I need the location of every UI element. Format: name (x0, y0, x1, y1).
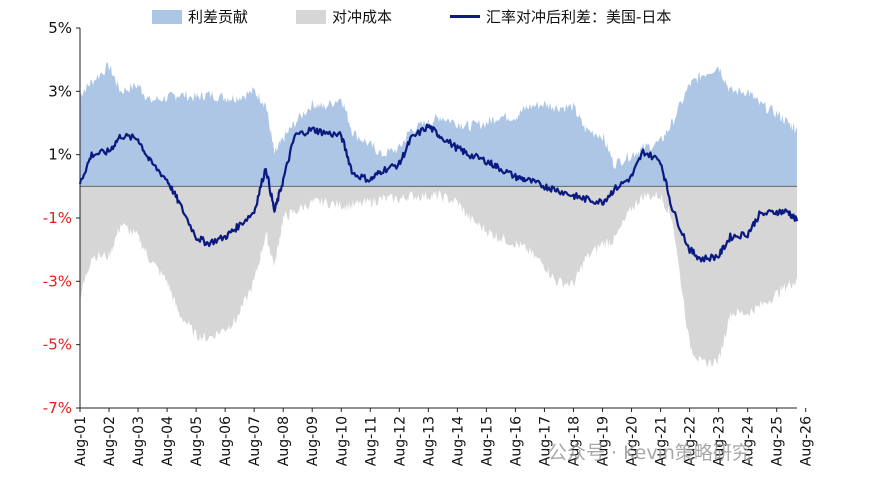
legend-swatch-hedge-cost (296, 9, 326, 24)
y-tick-label: -7% (43, 399, 72, 417)
legend-item-contribution: 利差贡献 (152, 6, 248, 27)
legend-swatch-contribution (152, 9, 182, 24)
y-tick-labels: 5% 3% 1% -1% -3% -5% -7% (43, 19, 72, 417)
x-tick-label: Aug-25 (770, 416, 786, 466)
x-tick-label: Aug-16 (508, 416, 524, 466)
y-tick-label: -1% (43, 209, 72, 227)
x-tick-label: Aug-19 (596, 416, 612, 466)
area-hedge-cost (80, 186, 797, 368)
legend-item-hedged-spread: 汇率对冲后利差：美国-日本 (450, 6, 671, 27)
x-tick-label: Aug-09 (305, 416, 321, 466)
x-tick-label: Aug-22 (683, 416, 699, 466)
watermark: 公众号 · Kevin策略研究 (548, 442, 751, 464)
x-tick-labels: Aug-01 Aug-02 Aug-03 Aug-04 Aug-05 Aug-06 Aug-… (73, 416, 815, 466)
line-layer (78, 123, 799, 263)
x-tick-label: Aug-13 (421, 416, 437, 466)
x-tick-label: Aug-02 (102, 416, 118, 466)
x-tick-label: Aug-23 (712, 416, 728, 466)
x-tick-label: Aug-08 (276, 416, 292, 466)
legend-label-hedge-cost: 对冲成本 (332, 8, 393, 26)
legend-swatch-hedged-spread (450, 15, 480, 18)
x-tick-label: Aug-14 (450, 416, 466, 466)
line-hedged-spread (78, 123, 799, 263)
y-tick-label: 3% (48, 82, 72, 100)
x-tick-label: Aug-20 (625, 416, 641, 466)
legend-label-contribution: 利差贡献 (188, 8, 249, 26)
x-tick-label: Aug-06 (218, 416, 234, 466)
x-tick-label: Aug-01 (73, 416, 89, 466)
area-contribution (80, 62, 797, 187)
axis-layer (76, 27, 807, 412)
x-tick-label: Aug-21 (654, 416, 670, 466)
x-tick-label: Aug-03 (131, 416, 147, 466)
x-tick-label: Aug-17 (538, 416, 554, 466)
legend-item-hedge-cost: 对冲成本 (296, 6, 392, 27)
y-tick-label: 1% (48, 146, 72, 164)
area-layer (80, 62, 797, 368)
x-tick-label: Aug-15 (479, 416, 495, 466)
x-tick-label: Aug-04 (160, 416, 176, 466)
y-tick-label: 5% (48, 19, 72, 37)
x-tick-label: Aug-10 (334, 416, 350, 466)
x-tick-label: Aug-07 (247, 416, 263, 466)
x-tick-label: Aug-12 (392, 416, 408, 466)
x-tick-label: Aug-24 (741, 416, 757, 466)
y-tick-label: -3% (43, 272, 72, 290)
y-tick-label: -5% (43, 336, 72, 354)
legend-label-hedged-spread: 汇率对冲后利差：美国-日本 (486, 8, 672, 26)
x-tick-label: Aug-26 (799, 416, 815, 466)
legend: 利差贡献 对冲成本 汇率对冲后利差：美国-日本 (0, 6, 881, 28)
x-tick-label: Aug-05 (189, 416, 205, 466)
x-tick-label: Aug-18 (567, 416, 583, 466)
x-tick-label: Aug-11 (363, 416, 379, 466)
